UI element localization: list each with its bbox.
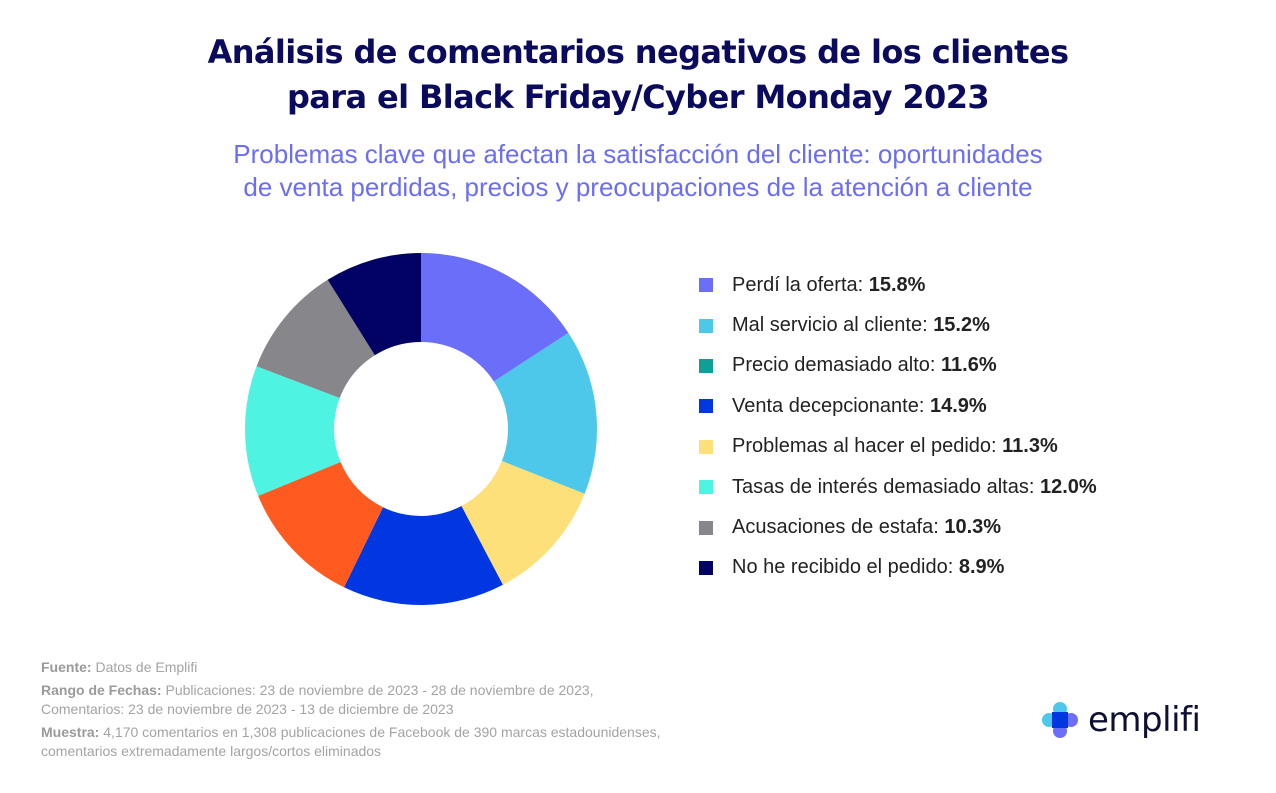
- sample-label: Muestra:: [41, 724, 100, 740]
- chart-subtitle: Problemas clave que afectan la satisfacc…: [0, 138, 1276, 204]
- chart-subtitle-line-2: de venta perdidas, precios y preocupacio…: [243, 172, 1033, 202]
- legend-item: Venta decepcionante: 14.9%: [699, 386, 1097, 426]
- legend-item: Tasas de interés demasiado altas: 12.0%: [699, 467, 1097, 507]
- donut-chart: [245, 253, 597, 605]
- sample-note: Muestra: 4,170 comentarios en 1,308 publ…: [41, 723, 661, 761]
- chart-title: Análisis de comentarios negativos de los…: [0, 30, 1276, 120]
- footnotes: Fuente: Datos de Emplifi Rango de Fechas…: [41, 658, 661, 765]
- legend-item: Problemas al hacer el pedido: 11.3%: [699, 427, 1097, 467]
- donut-slice: [245, 366, 341, 496]
- chart-title-line-2: para el Black Friday/Cyber Monday 2023: [286, 78, 990, 116]
- legend-label: Mal servicio al cliente:: [732, 314, 934, 337]
- donut-slice: [421, 253, 569, 382]
- legend-swatch: [699, 399, 713, 414]
- legend-swatch: [699, 358, 713, 373]
- chart-title-line-1: Análisis de comentarios negativos de los…: [207, 33, 1069, 71]
- legend-label: Tasas de interés demasiado altas:: [732, 475, 1040, 498]
- date-range-text-2: Comentarios: 23 de noviembre de 2023 - 1…: [41, 701, 454, 717]
- legend-value: 15.8%: [868, 273, 926, 296]
- donut-slice: [344, 506, 503, 605]
- sample-text-1: 4,170 comentarios en 1,308 publicaciones…: [103, 724, 661, 740]
- sample-text-2: comentarios extremadamente largos/cortos…: [41, 743, 382, 759]
- legend-value: 12.0%: [1039, 475, 1097, 498]
- chart-subtitle-line-1: Problemas clave que afectan la satisfacc…: [233, 139, 1043, 169]
- legend-item: Mal servicio al cliente: 15.2%: [699, 305, 1097, 345]
- legend-value: 8.9%: [958, 556, 1005, 579]
- legend-item: Precio demasiado alto: 11.6%: [699, 346, 1097, 386]
- date-range-note: Rango de Fechas: Publicaciones: 23 de no…: [41, 681, 661, 719]
- legend-label: Acusaciones de estafa:: [732, 516, 945, 539]
- legend-label: Problemas al hacer el pedido:: [732, 435, 1003, 458]
- legend-swatch: [699, 318, 713, 333]
- legend-value: 11.6%: [941, 354, 997, 377]
- donut-slice: [461, 461, 585, 585]
- donut-slice: [256, 279, 375, 398]
- legend-label: Precio demasiado alto:: [732, 354, 942, 377]
- donut-slice: [493, 332, 597, 494]
- legend-value: 11.3%: [1002, 435, 1058, 458]
- legend-swatch: [699, 520, 713, 535]
- date-range-label: Rango de Fechas:: [41, 682, 162, 698]
- legend-item: Acusaciones de estafa: 10.3%: [699, 507, 1097, 547]
- emplifi-wordmark: emplifi: [1088, 700, 1201, 740]
- source-note: Fuente: Datos de Emplifi: [41, 658, 661, 677]
- legend-value: 10.3%: [944, 516, 1002, 539]
- donut-slice: [327, 253, 421, 356]
- date-range-text-1: Publicaciones: 23 de noviembre de 2023 -…: [165, 682, 594, 698]
- legend-label: Perdí la oferta:: [732, 273, 869, 296]
- legend-value: 15.2%: [933, 314, 990, 337]
- legend-item: No he recibido el pedido: 8.9%: [699, 548, 1097, 588]
- legend-swatch: [699, 480, 713, 495]
- legend-swatch: [699, 278, 713, 293]
- emplifi-logo-icon: [1042, 702, 1078, 738]
- legend-label: Venta decepcionante:: [732, 394, 930, 417]
- source-text: Datos de Emplifi: [95, 659, 198, 675]
- legend-item: Perdí la oferta: 15.8%: [699, 265, 1097, 305]
- legend-swatch: [699, 560, 713, 575]
- chart-legend: Perdí la oferta: 15.8% Mal servicio al cl…: [699, 265, 1097, 588]
- legend-value: 14.9%: [929, 394, 987, 417]
- donut-slice: [258, 462, 383, 588]
- legend-label: No he recibido el pedido:: [732, 556, 959, 579]
- source-label: Fuente:: [41, 659, 92, 675]
- emplifi-logo: emplifi: [1040, 700, 1201, 740]
- legend-swatch: [699, 439, 713, 454]
